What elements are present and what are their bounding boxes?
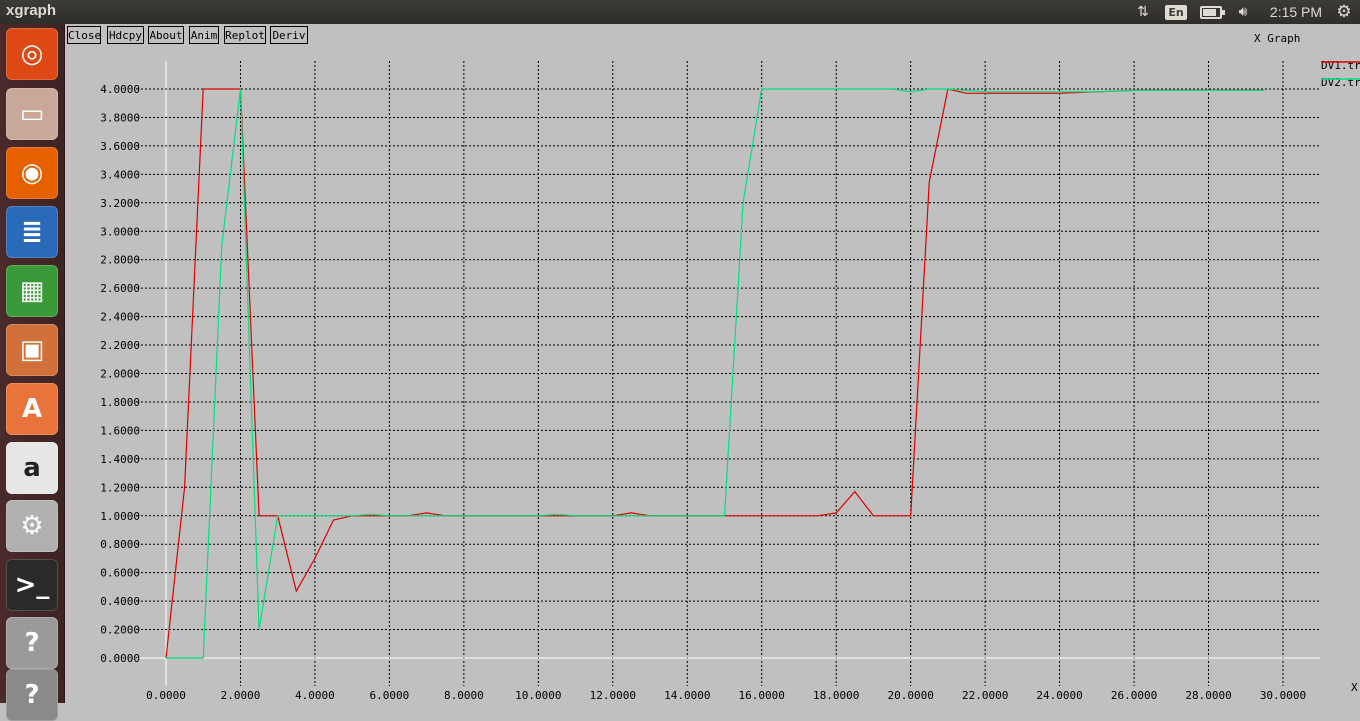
language-label: En: [1165, 4, 1187, 20]
battery-icon[interactable]: [1198, 0, 1225, 24]
clock[interactable]: 2:15 PM: [1269, 4, 1323, 20]
y-tick-label: 0.6000: [100, 567, 140, 580]
help-2-glyph: ?: [24, 680, 40, 710]
ubuntu-software-center-glyph: A: [21, 394, 43, 424]
launcher-amazon-icon[interactable]: a: [6, 442, 58, 494]
launcher-libreoffice-impress-icon[interactable]: ▣: [6, 324, 58, 376]
launcher-files-icon[interactable]: ▭: [6, 88, 58, 140]
legend-label: DV2.tr: [1321, 76, 1360, 89]
y-tick-label: 3.0000: [100, 225, 140, 238]
y-tick-label: 2.2000: [100, 339, 140, 352]
deriv-button[interactable]: Deriv: [270, 26, 308, 44]
y-tick-label: 1.0000: [100, 510, 140, 523]
files-glyph: ▭: [19, 99, 45, 129]
launcher-system-settings-icon[interactable]: ⚙: [6, 500, 58, 552]
launcher-libreoffice-writer-icon[interactable]: ≣: [6, 206, 58, 258]
replot-button[interactable]: Replot: [224, 26, 266, 44]
y-tick-label: 0.0000: [100, 652, 140, 665]
y-tick-label: 2.6000: [100, 282, 140, 295]
x-tick-label: 26.0000: [1111, 689, 1157, 702]
x-tick-label: 4.0000: [295, 689, 335, 702]
x-tick-label: 16.0000: [739, 689, 785, 702]
x-tick-label: 24.0000: [1036, 689, 1082, 702]
x-tick-label: 20.0000: [887, 689, 933, 702]
y-tick-label: 3.2000: [100, 197, 140, 210]
y-tick-label: 3.4000: [100, 168, 140, 181]
y-tick-label: 1.8000: [100, 396, 140, 409]
libreoffice-impress-glyph: ▣: [19, 335, 45, 365]
x-tick-label: 18.0000: [813, 689, 859, 702]
legend-label: DV1.tr: [1321, 59, 1360, 72]
anim-button[interactable]: Anim: [189, 26, 219, 44]
y-tick-label: 0.8000: [100, 538, 140, 551]
session-gear-icon[interactable]: ⚙: [1336, 2, 1352, 22]
libreoffice-calc-glyph: ▦: [19, 276, 45, 306]
launcher-help-2-icon[interactable]: ?: [6, 669, 58, 721]
series-DV2.tr-line: [166, 88, 1265, 659]
x-tick-label: 30.0000: [1260, 689, 1306, 702]
keyboard-language-icon[interactable]: En: [1165, 0, 1187, 24]
terminal-glyph: >_: [14, 570, 50, 600]
x-tick-label: 28.0000: [1185, 689, 1231, 702]
window-label: X Graph: [1254, 32, 1301, 45]
y-tick-label: 0.2000: [100, 624, 140, 637]
x-tick-label: 8.0000: [444, 689, 484, 702]
y-tick-label: 1.4000: [100, 453, 140, 466]
y-tick-label: 0.4000: [100, 595, 140, 608]
x-tick-label: 6.0000: [370, 689, 410, 702]
x-tick-label: 22.0000: [962, 689, 1008, 702]
launcher-ubuntu-software-center-icon[interactable]: A: [6, 383, 58, 435]
launcher-libreoffice-calc-icon[interactable]: ▦: [6, 265, 58, 317]
firefox-glyph: ◉: [20, 158, 44, 188]
hdcpy-button[interactable]: Hdcpy: [107, 26, 144, 44]
x-tick-label: 0.0000: [146, 689, 186, 702]
network-updown-icon[interactable]: ⇅: [1137, 4, 1149, 20]
x-axis-label: X: [1351, 681, 1358, 694]
x-tick-label: 14.0000: [664, 689, 710, 702]
y-tick-label: 4.0000: [100, 83, 140, 96]
x-tick-label: 12.0000: [590, 689, 636, 702]
launcher-help-icon[interactable]: ?: [6, 617, 58, 669]
amazon-glyph: a: [23, 453, 41, 483]
launcher-firefox-icon[interactable]: ◉: [6, 147, 58, 199]
top-panel: xgraph ⇅ En 🔊︎ 2:15 PM ⚙: [0, 0, 1360, 24]
y-tick-label: 1.6000: [100, 424, 140, 437]
volume-icon[interactable]: 🔊︎: [1238, 4, 1248, 20]
launcher-terminal-icon[interactable]: >_: [6, 559, 58, 611]
y-tick-label: 1.2000: [100, 481, 140, 494]
x-tick-label: 10.0000: [515, 689, 561, 702]
ubuntu-dash-glyph: ◎: [20, 39, 44, 69]
xgraph-plot[interactable]: 0.0000 2.0000 4.0000 6.0000 8.0000 10.0000 12.…: [64, 46, 1360, 703]
x-tick-label: 2.0000: [221, 689, 261, 702]
app-title: xgraph: [6, 2, 57, 19]
y-tick-label: 2.0000: [100, 368, 140, 381]
system-settings-glyph: ⚙: [20, 511, 44, 541]
libreoffice-writer-glyph: ≣: [21, 217, 43, 247]
y-tick-label: 3.8000: [100, 111, 140, 124]
close-button[interactable]: Close: [67, 26, 101, 44]
y-tick-label: 3.6000: [100, 140, 140, 153]
help-glyph: ?: [24, 628, 40, 658]
y-tick-label: 2.8000: [100, 254, 140, 267]
about-button[interactable]: About: [148, 26, 184, 44]
y-tick-label: 2.4000: [100, 311, 140, 324]
launcher-ubuntu-dash-icon[interactable]: ◎: [6, 28, 58, 80]
